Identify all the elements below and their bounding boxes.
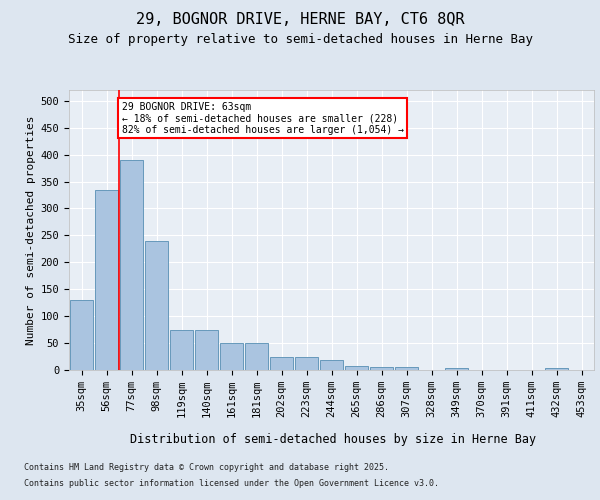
- Bar: [370, 368, 393, 370]
- Bar: [220, 343, 243, 370]
- Text: Distribution of semi-detached houses by size in Herne Bay: Distribution of semi-detached houses by …: [130, 432, 536, 446]
- Bar: [195, 330, 218, 370]
- Bar: [295, 356, 318, 370]
- Bar: [95, 190, 118, 370]
- Text: Contains public sector information licensed under the Open Government Licence v3: Contains public sector information licen…: [24, 478, 439, 488]
- Bar: [170, 330, 193, 370]
- Bar: [320, 360, 343, 370]
- Text: Contains HM Land Registry data © Crown copyright and database right 2025.: Contains HM Land Registry data © Crown c…: [24, 464, 389, 472]
- Bar: [120, 160, 143, 370]
- Bar: [395, 368, 418, 370]
- Bar: [270, 356, 293, 370]
- Y-axis label: Number of semi-detached properties: Number of semi-detached properties: [26, 116, 37, 345]
- Bar: [545, 368, 568, 370]
- Bar: [70, 300, 93, 370]
- Bar: [245, 343, 268, 370]
- Text: 29, BOGNOR DRIVE, HERNE BAY, CT6 8QR: 29, BOGNOR DRIVE, HERNE BAY, CT6 8QR: [136, 12, 464, 28]
- Bar: [345, 366, 368, 370]
- Bar: [445, 368, 468, 370]
- Bar: [145, 241, 168, 370]
- Text: Size of property relative to semi-detached houses in Herne Bay: Size of property relative to semi-detach…: [67, 32, 533, 46]
- Text: 29 BOGNOR DRIVE: 63sqm
← 18% of semi-detached houses are smaller (228)
82% of se: 29 BOGNOR DRIVE: 63sqm ← 18% of semi-det…: [121, 102, 404, 135]
